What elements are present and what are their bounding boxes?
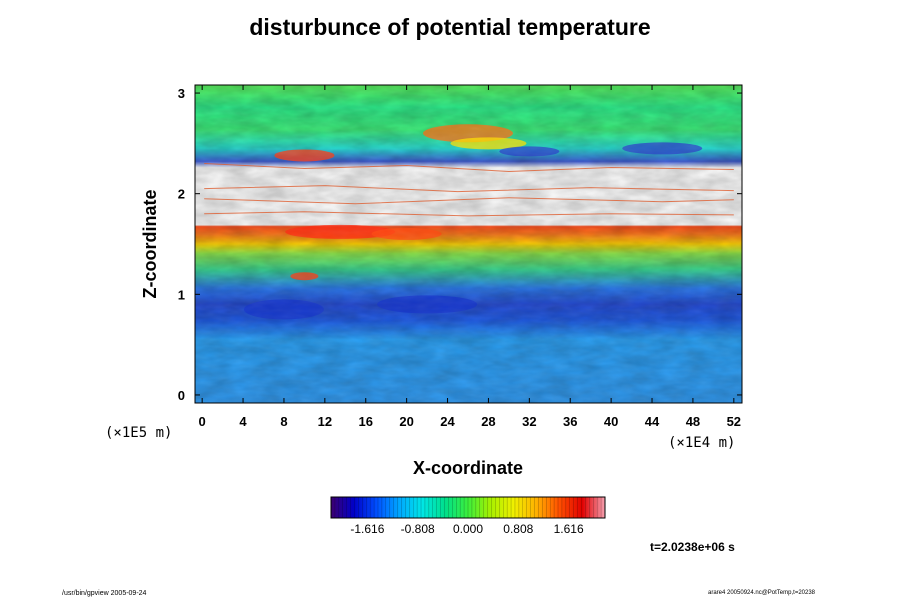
- x-tick-label: 40: [604, 414, 618, 429]
- footer-command: /usr/bin/gpview 2005-09-24: [62, 590, 147, 597]
- x-tick-label: 44: [645, 414, 660, 429]
- x-tick-label: 32: [522, 414, 536, 429]
- x-tick-label: 24: [440, 414, 455, 429]
- time-annotation: t=2.0238e+06 s: [650, 540, 735, 554]
- x-tick-label: 4: [239, 414, 247, 429]
- colorbar-tick-label: -1.616: [350, 522, 384, 536]
- x-tick-label: 52: [727, 414, 741, 429]
- y-tick-label: 2: [178, 187, 185, 202]
- y-tick-label: 0: [178, 388, 185, 403]
- x-tick-label: 28: [481, 414, 495, 429]
- x-tick-label: 8: [280, 414, 287, 429]
- x-axis: 0 4 8 12 16 20 24 28 32 36 40 44 48 52: [199, 85, 741, 429]
- x-axis-label: X-coordinate: [412, 458, 523, 478]
- colorbar: -1.616 -0.808 0.000 0.808 1.616: [330, 496, 606, 536]
- colorbar-tick-label: -0.808: [401, 522, 435, 536]
- x-tick-label: 0: [199, 414, 206, 429]
- x-tick-label: 36: [563, 414, 577, 429]
- x-tick-label: 20: [399, 414, 413, 429]
- colorbar-tick-label: 0.000: [453, 522, 483, 536]
- x-tick-label: 48: [686, 414, 700, 429]
- colorbar-tick-label: 1.616: [554, 522, 584, 536]
- plot-area: [195, 85, 742, 403]
- turbulence-highlight: [195, 85, 742, 403]
- chart-title: disturbunce of potential temperature: [249, 14, 651, 40]
- y-axis-label: Z-coordinate: [140, 189, 160, 299]
- x-tick-label: 16: [359, 414, 373, 429]
- plot-frame: [194, 84, 743, 404]
- y-tick-label: 1: [178, 287, 185, 302]
- colorbar-tick-label: 0.808: [503, 522, 533, 536]
- x-tick-label: 12: [318, 414, 332, 429]
- y-axis: 0 1 2 3: [178, 86, 742, 403]
- y-tick-label: 3: [178, 86, 185, 101]
- x-unit-label: (×1E4 m): [668, 435, 736, 451]
- footer-source: arare4 20050924.nc@PotTemp,t=20238: [708, 590, 816, 596]
- y-unit-label: (×1E5 m): [105, 425, 173, 441]
